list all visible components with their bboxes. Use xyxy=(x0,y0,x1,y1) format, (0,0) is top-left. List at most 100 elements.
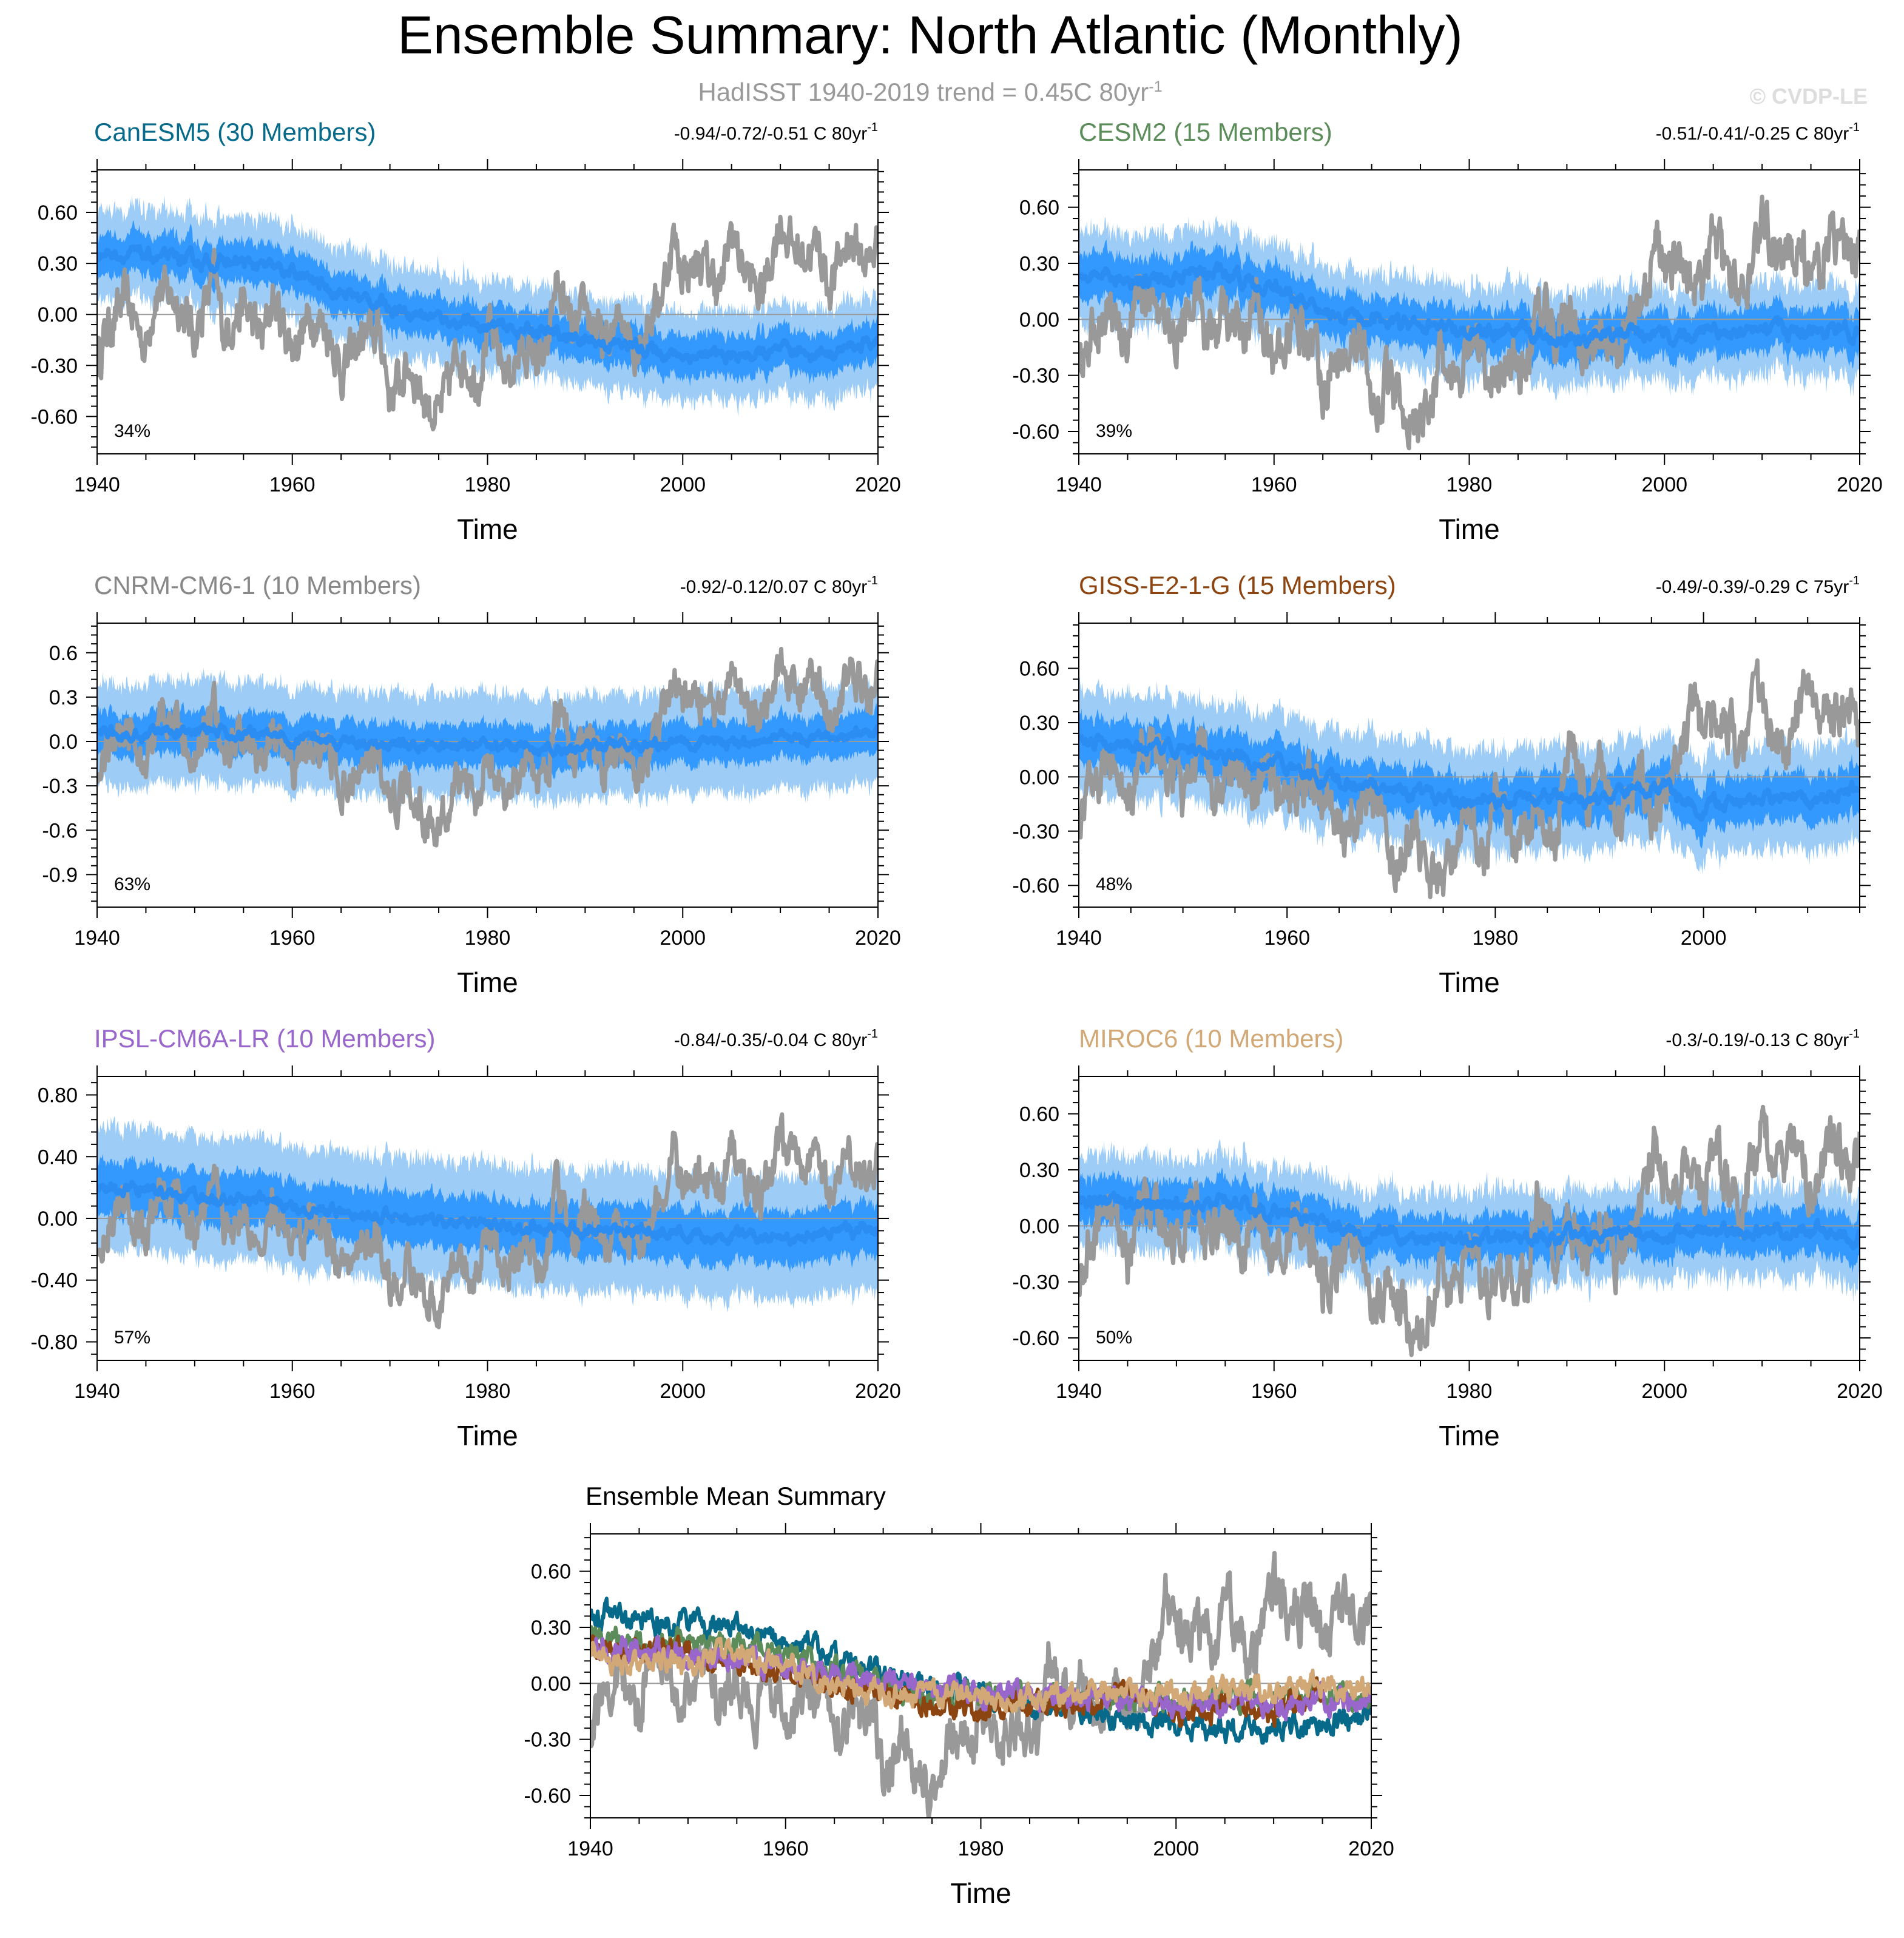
observation-line xyxy=(97,1112,878,1329)
y-tick-label: 0.30 xyxy=(1019,712,1059,735)
x-tick-label: 1940 xyxy=(74,473,120,496)
chart-panel-2: 1940 1960 1980 2000 2020 0.60 0.30 0.00 -0.30 -0.… xyxy=(1013,118,1883,545)
plot-area xyxy=(1079,1104,1860,1357)
x-tick-label: 2020 xyxy=(1837,473,1883,496)
trend-label: -0.49/-0.39/-0.29 C 75yr-1 xyxy=(1656,574,1860,597)
x-tick-label: 2020 xyxy=(1348,1837,1394,1860)
percent-label: 34% xyxy=(114,421,150,441)
y-tick-label: 0.30 xyxy=(531,1616,571,1639)
x-tick-label: 2020 xyxy=(1837,1380,1883,1403)
trend-superscript: -1 xyxy=(1849,1027,1860,1041)
trend-label: -0.51/-0.41/-0.25 C 80yr-1 xyxy=(1656,121,1860,144)
ensemble-mean-line xyxy=(97,244,878,366)
trend-label: -0.84/-0.35/-0.04 C 80yr-1 xyxy=(674,1027,878,1050)
plot-area xyxy=(1079,194,1860,451)
x-tick-label: 1960 xyxy=(269,473,316,496)
y-tick-label: 0.60 xyxy=(1019,197,1059,220)
percent-label: 50% xyxy=(1096,1328,1132,1348)
panel-title: Ensemble Mean Summary xyxy=(586,1482,886,1510)
panel-title: CESM2 (15 Members) xyxy=(1079,118,1332,146)
x-tick-label: 2020 xyxy=(855,927,901,950)
x-tick-label: 2000 xyxy=(660,927,706,950)
x-tick-label: 2000 xyxy=(660,473,706,496)
ensemble-mean-line xyxy=(1079,260,1860,349)
x-tick-label: 1980 xyxy=(958,1837,1004,1860)
observation-line xyxy=(1079,1104,1860,1357)
plot-area xyxy=(1079,658,1860,899)
y-tick-label: -0.30 xyxy=(1013,820,1060,843)
x-axis-label: Time xyxy=(1439,1420,1500,1451)
trend-label: -0.94/-0.72/-0.51 C 80yr-1 xyxy=(674,121,878,144)
trend-text: -0.92/-0.12/0.07 C 80yr xyxy=(680,577,868,597)
ensemble-mean-line xyxy=(1079,732,1860,822)
trend-label: -0.92/-0.12/0.07 C 80yr-1 xyxy=(680,574,878,597)
chart-panel-6: 1940 1960 1980 2000 2020 0.60 0.30 0.00 -0.30 -0.… xyxy=(1013,1024,1883,1451)
x-tick-label: 1980 xyxy=(1447,1380,1493,1403)
panel-title: MIROC6 (10 Members) xyxy=(1079,1024,1343,1053)
x-tick-label: 1940 xyxy=(74,1380,120,1403)
trend-text: -0.51/-0.41/-0.25 C 80yr xyxy=(1656,124,1849,144)
trend-text: -0.49/-0.39/-0.29 C 75yr xyxy=(1656,577,1849,597)
plot-area xyxy=(97,647,878,848)
x-tick-label: 1940 xyxy=(1056,1380,1102,1403)
x-axis-label: Time xyxy=(1439,513,1500,545)
y-tick-label: 0.00 xyxy=(1019,308,1059,331)
x-tick-label: 2000 xyxy=(660,1380,706,1403)
y-tick-label: 0.6 xyxy=(49,642,78,665)
plot-frame xyxy=(1078,623,1860,908)
ensemble-inner-band xyxy=(1079,708,1860,849)
series-line-giss-e2-1-g xyxy=(590,1634,1325,1728)
panel-title: CNRM-CM6-1 (10 Members) xyxy=(94,571,421,599)
y-tick-label: 0.60 xyxy=(531,1561,571,1584)
y-tick-label: -0.6 xyxy=(42,819,78,842)
ensemble-mean-line xyxy=(1079,1190,1860,1251)
y-tick-label: -0.60 xyxy=(524,1784,572,1808)
x-axis-label: Time xyxy=(457,513,518,545)
y-tick-label: 0.3 xyxy=(49,686,78,709)
x-tick-label: 1980 xyxy=(1447,473,1493,496)
x-tick-label: 1940 xyxy=(1056,473,1102,496)
panel-title: IPSL-CM6A-LR (10 Members) xyxy=(94,1024,435,1053)
y-tick-label: 0.00 xyxy=(1019,766,1059,789)
percent-label: 57% xyxy=(114,1328,150,1348)
subtitle-superscript: -1 xyxy=(1149,78,1163,95)
x-tick-label: 1980 xyxy=(465,927,511,950)
y-tick-label: -0.30 xyxy=(1013,1271,1060,1294)
y-tick-label: 0.00 xyxy=(531,1672,571,1695)
x-axis-label: Time xyxy=(457,1420,518,1451)
y-tick-label: 0.30 xyxy=(38,252,78,275)
x-tick-label: 1960 xyxy=(1251,1380,1297,1403)
y-tick-label: 0.00 xyxy=(38,1207,78,1231)
watermark: © CVDP-LE xyxy=(1749,84,1868,109)
x-tick-label: 1960 xyxy=(269,927,316,950)
y-tick-label: 0.60 xyxy=(1019,1103,1059,1126)
trend-superscript: -1 xyxy=(867,574,878,587)
x-axis-label: Time xyxy=(457,967,518,998)
x-tick-label: 1940 xyxy=(567,1837,613,1860)
x-axis-label: Time xyxy=(1439,967,1500,998)
trend-text: -0.94/-0.72/-0.51 C 80yr xyxy=(674,124,868,144)
observation-line xyxy=(1079,658,1860,899)
y-tick-label: -0.60 xyxy=(1013,874,1060,897)
x-tick-label: 1960 xyxy=(1264,927,1310,950)
trend-text: -0.3/-0.19/-0.13 C 80yr xyxy=(1666,1030,1849,1050)
y-tick-label: 0.60 xyxy=(38,201,78,225)
ensemble-outer-band xyxy=(1079,215,1860,400)
y-tick-label: 0.30 xyxy=(1019,252,1059,275)
x-axis-label: Time xyxy=(950,1877,1011,1909)
chart-panel-3: 1940 1960 1980 2000 2020 0.6 0.3 0.0 -0.3 -0.6 -0.… xyxy=(42,571,900,998)
x-tick-label: 2020 xyxy=(855,473,901,496)
x-tick-label: 1960 xyxy=(1251,473,1297,496)
ensemble-inner-band xyxy=(1079,1167,1860,1274)
y-tick-label: -0.40 xyxy=(31,1269,78,1292)
series-line-miroc6 xyxy=(590,1636,1371,1714)
chart-panel-4: 1940 1960 1980 2000 0.60 0.30 0.00 -0.30 -0.60 GI… xyxy=(1013,571,1871,998)
y-tick-label: -0.60 xyxy=(1013,420,1060,444)
x-tick-label: 2000 xyxy=(1641,473,1687,496)
x-tick-label: 2000 xyxy=(1641,1380,1687,1403)
plot-area xyxy=(590,1550,1371,1818)
y-tick-label: 0.0 xyxy=(49,731,78,754)
ensemble-inner-band xyxy=(97,1153,878,1273)
ensemble-outer-band xyxy=(1079,676,1860,875)
x-tick-label: 1940 xyxy=(74,927,120,950)
